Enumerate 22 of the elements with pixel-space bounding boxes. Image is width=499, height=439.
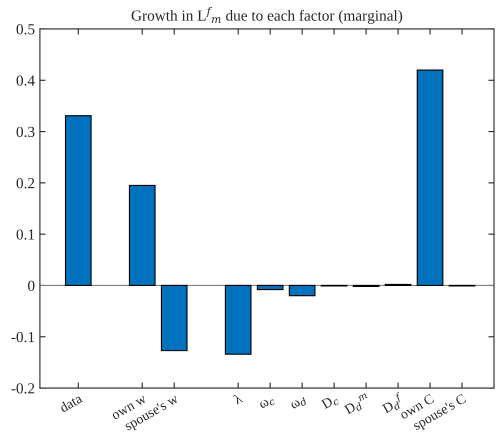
y-tick-label: 0 [28, 280, 34, 291]
x-tick-label: ω$_{c}$ [259, 396, 276, 411]
y-tick-label: 0.4 [16, 75, 35, 86]
y-tick-label: 0.1 [16, 229, 34, 240]
bar [128, 184, 156, 286]
x-tick-label: λ [232, 392, 243, 404]
x-tick-label: D$_{d}$$^{m}$ [343, 392, 372, 416]
x-tick-label: D$_{c}$ [320, 394, 340, 411]
y-tick-label: -0.2 [11, 383, 34, 394]
bar [288, 284, 316, 296]
bar [160, 284, 188, 352]
y-tick-label: -0.1 [11, 332, 34, 342]
bar [256, 284, 284, 290]
chart-title: Growth in L$^{f}$$_{m}$ due to each factor (marginal) [132, 6, 402, 24]
y-tick-label: 0.3 [16, 126, 34, 138]
bar [416, 69, 444, 286]
bar [224, 284, 252, 355]
x-tick-label: data [58, 393, 84, 413]
y-tick-label: 0.5 [16, 24, 34, 34]
bar [64, 115, 92, 286]
y-tick-label: 0.2 [16, 178, 34, 188]
x-tick-label: ω$_{d}$ [290, 396, 308, 411]
